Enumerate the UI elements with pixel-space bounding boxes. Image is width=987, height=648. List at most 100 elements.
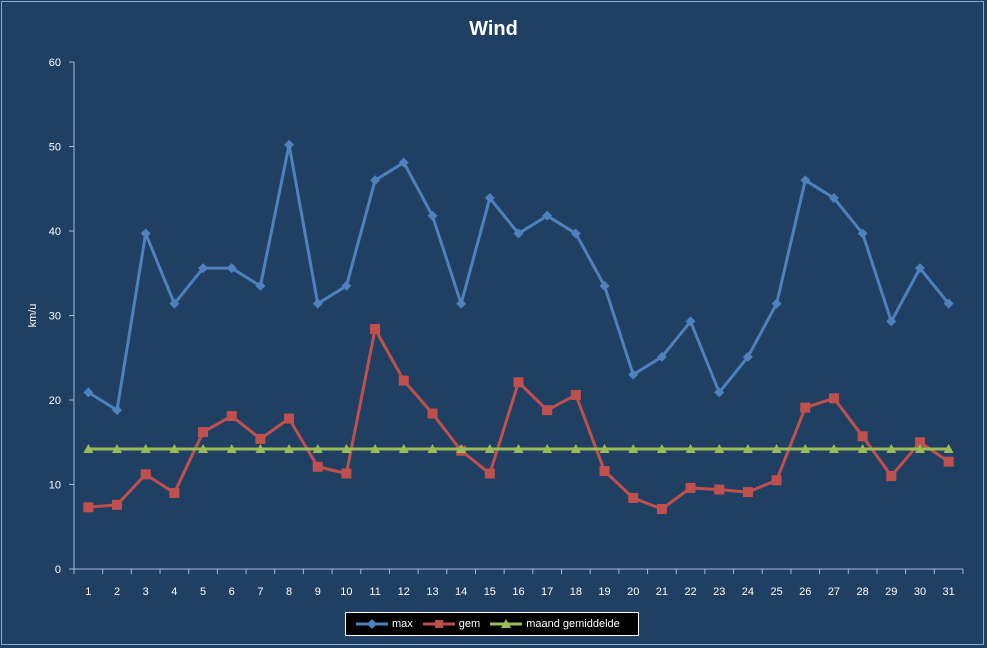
data-point [456,298,467,309]
legend-label-gem: gem [458,618,481,630]
x-tick-label: 12 [398,586,410,598]
x-tick-label: 11 [369,586,380,598]
x-tick-label: 16 [512,586,524,598]
legend-marker-maand-gemiddelde [490,619,523,628]
data-point [943,298,954,309]
data-point [169,487,180,498]
data-point [341,444,352,454]
data-point [284,413,295,424]
data-point [714,444,725,454]
data-point [714,484,725,495]
x-tick-label: 29 [885,586,897,598]
x-tick-label: 20 [627,586,639,598]
data-point [886,316,897,327]
chart-title: Wind [469,18,518,40]
data-point [857,431,868,442]
data-point [169,444,180,454]
data-point [542,405,553,416]
data-point [140,228,151,239]
data-point [599,465,610,476]
data-point [742,351,753,362]
x-tick-label: 25 [770,586,782,598]
data-point [169,298,180,309]
data-point [427,210,438,221]
x-tick-label: 5 [200,586,206,598]
data-point [628,493,639,504]
data-point [857,444,868,454]
legend-marker-max [356,619,388,629]
legend: max gem maand gemiddelde [345,612,639,636]
data-point [341,468,352,479]
y-tick-label: 10 [49,480,61,492]
legend-label-maand-gemiddelde: maand gemiddelde [526,618,620,630]
data-point [828,444,839,454]
data-point [484,444,495,454]
legend-item-max: max [356,618,413,630]
data-point [83,502,94,513]
series-line [88,327,950,511]
data-point [656,351,667,362]
x-tick-label: 30 [914,586,926,598]
data-point [685,316,696,327]
data-point [140,469,151,480]
data-point [685,444,696,454]
data-point [828,193,839,204]
data-point [370,324,381,335]
data-point [484,193,495,204]
x-tick-label: 27 [828,586,840,598]
x-tick-label: 9 [315,586,321,598]
data-point [255,280,266,291]
x-tick-label: 14 [455,586,467,598]
data-point [914,444,925,454]
x-tick-label: 17 [541,586,553,598]
y-axis-title: km/u [27,304,39,328]
data-point [886,471,897,482]
data-point [398,157,409,168]
data-point [943,456,954,467]
legend-item-gem: gem [422,618,481,630]
series-maand-gemiddelde [83,444,954,454]
data-point [570,389,581,400]
data-point [800,402,811,413]
x-tick-label: 4 [171,586,177,598]
data-point [857,228,868,239]
data-point [284,444,295,454]
data-point [828,393,839,404]
data-point [886,444,897,454]
data-point [943,444,954,454]
y-tick-label: 20 [49,395,61,407]
x-tick-label: 31 [943,586,955,598]
data-point [226,263,237,274]
x-tick-label: 18 [570,586,582,598]
data-point [398,375,409,386]
x-tick-label: 7 [257,586,263,598]
data-point [599,444,610,454]
x-tick-label: 21 [656,586,668,598]
data-point [456,444,467,454]
x-tick-label: 1 [85,586,91,598]
data-point [255,444,266,454]
data-point [914,263,925,274]
data-point [771,444,782,454]
data-point [570,228,581,239]
data-point [742,487,753,498]
data-point [513,228,524,239]
data-point [599,280,610,291]
data-point [714,387,725,398]
data-point [312,461,323,472]
data-point [484,468,495,479]
data-point [542,210,553,221]
data-point [685,482,696,493]
data-point [312,444,323,454]
data-point [370,175,381,186]
data-point [513,444,524,454]
data-point [513,377,524,388]
data-point [198,427,209,438]
y-tick-label: 40 [49,226,61,238]
series-layer [83,139,954,515]
y-tick-label: 30 [49,311,61,323]
x-tick-label: 26 [799,586,811,598]
